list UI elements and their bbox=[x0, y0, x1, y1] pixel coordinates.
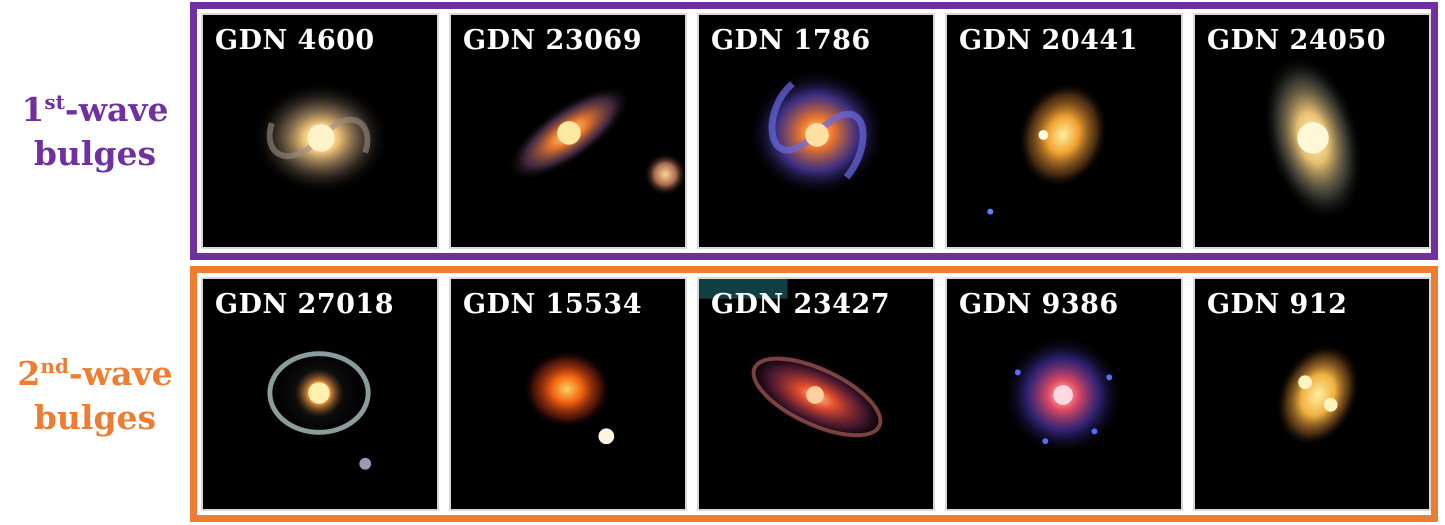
galaxy-image bbox=[264, 338, 374, 470]
galaxy-tile: GDN 1786 bbox=[697, 13, 935, 249]
galaxy-tile: GDN 20441 bbox=[945, 13, 1183, 249]
galaxy-id: GDN 912 bbox=[1207, 289, 1348, 320]
galaxy-tile: GDN 9386 bbox=[945, 277, 1183, 511]
galaxy-tile: GDN 912 bbox=[1193, 277, 1431, 511]
galaxy-image bbox=[252, 80, 390, 195]
galaxy-id: GDN 23427 bbox=[711, 289, 890, 320]
galaxy-tile: GDN 23069 bbox=[449, 13, 687, 249]
galaxy-tile: GDN 15534 bbox=[449, 277, 687, 511]
galaxy-id: GDN 20441 bbox=[959, 25, 1138, 56]
galaxy-image bbox=[987, 81, 1109, 215]
galaxy-image bbox=[522, 349, 615, 445]
second-wave-label: 2nd-wave bulges bbox=[0, 352, 190, 440]
galaxy-image bbox=[506, 85, 685, 196]
galaxy-tile: GDN 4600 bbox=[201, 13, 439, 249]
second-wave-label-number: 2 bbox=[17, 354, 41, 393]
galaxy-id: GDN 27018 bbox=[215, 289, 394, 320]
first-wave-label-bulges: bulges bbox=[33, 134, 157, 173]
galaxy-id: GDN 23069 bbox=[463, 25, 642, 56]
galaxy-id: GDN 24050 bbox=[1207, 25, 1386, 56]
galaxy-image bbox=[1275, 343, 1361, 447]
galaxy-id: GDN 4600 bbox=[215, 25, 375, 56]
galaxy-image bbox=[1002, 334, 1124, 456]
first-wave-label: 1st-wave bulges bbox=[0, 88, 190, 176]
second-wave-label-suffix: -wave bbox=[68, 354, 173, 393]
galaxy-id: GDN 15534 bbox=[463, 289, 642, 320]
galaxy-id: GDN 1786 bbox=[711, 25, 871, 56]
galaxy-tile: GDN 27018 bbox=[201, 277, 439, 511]
galaxy-tile: GDN 24050 bbox=[1193, 13, 1431, 249]
first-wave-label-sup: st bbox=[44, 90, 65, 114]
galaxy-id: GDN 9386 bbox=[959, 289, 1119, 320]
first-wave-panel: GDN 4600 GDN 23069 bbox=[190, 2, 1438, 260]
second-wave-label-bulges: bulges bbox=[33, 398, 157, 437]
galaxy-tile: GDN 23427 bbox=[697, 277, 935, 511]
first-wave-label-number: 1 bbox=[21, 90, 45, 129]
galaxy-image bbox=[748, 69, 886, 197]
galaxy-image bbox=[1262, 53, 1364, 223]
second-wave-label-sup: nd bbox=[40, 354, 69, 378]
second-wave-panel: GDN 27018 GDN 15534 bbox=[190, 266, 1438, 522]
first-wave-label-suffix: -wave bbox=[64, 90, 169, 129]
galaxy-image bbox=[699, 279, 892, 444]
